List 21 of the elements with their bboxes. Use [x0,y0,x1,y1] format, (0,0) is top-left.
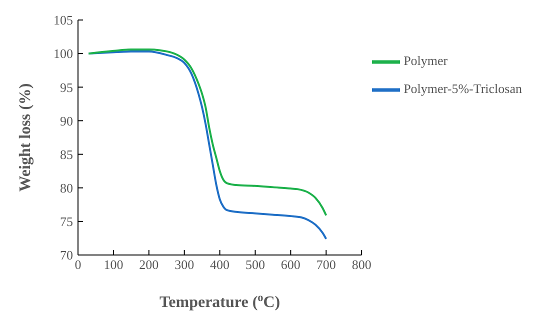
y-tick-label: 75 [60,214,73,230]
x-tick-label: 400 [210,257,230,272]
y-tick-label: 105 [54,12,73,28]
x-tick-label: 100 [104,257,124,272]
legend-label: Polymer [404,52,448,68]
legend-label: Polymer-5%-Triclosan [404,80,522,96]
x-tick-label: 800 [352,257,372,272]
x-tick-label: 700 [316,257,336,272]
y-tick-label: 95 [60,80,73,95]
x-tick-label: 600 [280,257,300,272]
x-tick-label: 200 [139,257,159,272]
x-tick-label: 300 [174,257,194,272]
x-axis-title: Temperature ($^{o}$C) [159,292,280,311]
y-axis-title: Weight loss (%) [17,83,34,192]
x-tick-label: 500 [245,257,265,272]
y-tick-label: 80 [60,180,73,196]
y-tick-label: 100 [54,46,73,62]
y-tick-label: 90 [60,113,73,128]
y-tick-label: 85 [60,146,73,162]
x-tick-label: 0 [74,257,82,272]
y-tick-label: 70 [60,248,73,263]
